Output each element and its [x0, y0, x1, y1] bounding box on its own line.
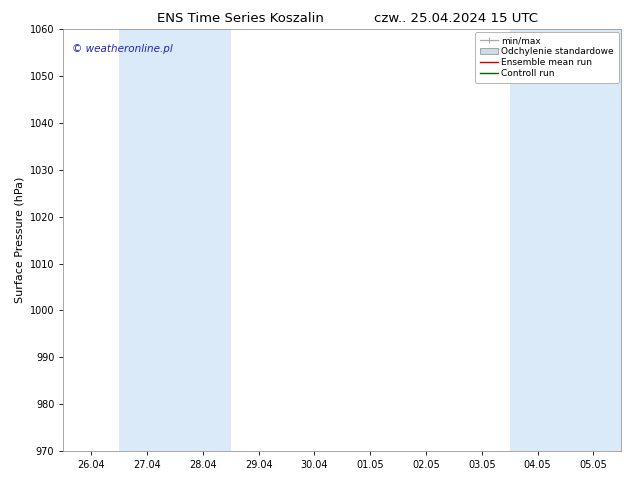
Text: ENS Time Series Koszalin: ENS Time Series Koszalin: [157, 12, 325, 25]
Bar: [510, 29, 621, 451]
Text: © weatheronline.pl: © weatheronline.pl: [72, 44, 172, 54]
Legend: min/max, Odchylenie standardowe, Ensemble mean run, Controll run: min/max, Odchylenie standardowe, Ensembl…: [476, 32, 619, 82]
Y-axis label: Surface Pressure (hPa): Surface Pressure (hPa): [14, 177, 24, 303]
Text: czw.. 25.04.2024 15 UTC: czw.. 25.04.2024 15 UTC: [375, 12, 538, 25]
Bar: [119, 29, 231, 451]
